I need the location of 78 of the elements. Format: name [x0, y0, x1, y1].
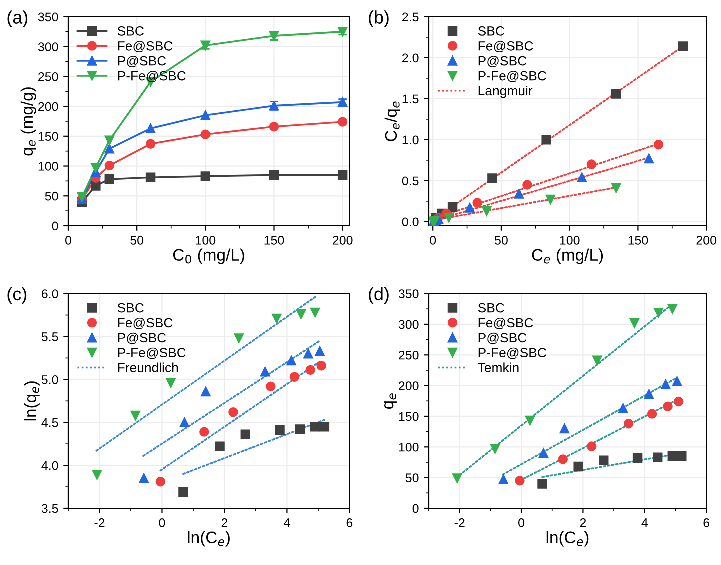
y-tick-label: 150 — [399, 412, 419, 422]
y-tick-label: 4.0 — [42, 461, 58, 470]
x-tick-label: 2 — [222, 518, 228, 528]
chart-title: (d) — [369, 287, 389, 304]
legend-label: Langmuir — [478, 86, 533, 98]
y-tick-label: 0 — [52, 222, 58, 231]
legend-label: Fe@SBC — [478, 41, 534, 53]
y-axis-title: q$_{e}$ — [384, 394, 397, 410]
chart-title: (a) — [8, 10, 28, 28]
x-tick-label: 6 — [704, 518, 710, 528]
y-tick-label: 1.0 — [402, 136, 419, 145]
legend-label: P-Fe@SBC — [478, 348, 546, 360]
chart-title: (b) — [369, 10, 389, 28]
x-axis-title: ln(C$_{e}$) — [546, 531, 589, 547]
y-tick-label: 250 — [399, 350, 419, 360]
x-tick-label: 0 — [518, 518, 525, 528]
y-tick-label: 200 — [399, 382, 419, 390]
y-tick-label: 350 — [38, 12, 58, 22]
y-tick-label: 100 — [38, 162, 58, 171]
legend-label: P@SBC — [478, 56, 527, 68]
y-axis-title: ln(q$_{e}$) — [24, 382, 40, 421]
y-tick-label: 0.5 — [402, 176, 419, 186]
x-tick-label: 0 — [159, 518, 166, 528]
legend-label: Fe@SBC — [118, 318, 173, 330]
x-tick-label: -2 — [454, 518, 465, 528]
y-tick-label: 200 — [38, 102, 58, 112]
x-tick-label: 4 — [284, 518, 290, 528]
y-tick-label: 2.5 — [402, 12, 419, 22]
x-axis-title: ln(C$_{e}$) — [188, 531, 230, 547]
y-tick-label: 0.0 — [402, 218, 419, 227]
y-tick-label: 6.0 — [42, 290, 58, 298]
x-tick-label: 50 — [495, 236, 508, 245]
legend-label: Fe@SBC — [118, 41, 173, 53]
y-tick-label: 100 — [399, 442, 419, 452]
y-tick-label: 300 — [398, 320, 419, 330]
legend-label: SBC — [118, 303, 144, 313]
x-tick-label: 50 — [130, 236, 144, 245]
legend-label: P@SBC — [478, 332, 527, 344]
legend-label: Temkin — [478, 362, 519, 372]
x-tick-label: 100 — [196, 236, 216, 245]
x-tick-label: 6 — [346, 518, 353, 528]
y-tick-label: 350 — [398, 290, 419, 298]
x-tick-label: 200 — [333, 236, 353, 245]
legend-label: P@SBC — [118, 332, 166, 344]
x-axis-title: C$_{e}$ (mg/L) — [532, 248, 604, 264]
x-axis-title: C$_{0}$ (mg/L) — [173, 248, 244, 264]
legend-label: Freundlich — [118, 362, 178, 372]
legend-label: SBC — [118, 26, 144, 36]
y-tick-label: 4.5 — [42, 418, 58, 428]
x-tick-label: 100 — [560, 236, 580, 245]
x-tick-label: 200 — [696, 236, 717, 245]
legend-label: Fe@SBC — [478, 318, 534, 330]
x-tick-label: 0 — [66, 236, 72, 245]
y-tick-label: 0 — [412, 504, 419, 514]
y-tick-label: 1.5 — [402, 94, 419, 104]
y-tick-label: 2.0 — [402, 54, 419, 63]
legend-label: P@SBC — [118, 56, 166, 68]
y-axis-title: q$_{e}$ (mg/g) — [20, 88, 36, 156]
x-tick-label: 4 — [642, 518, 648, 528]
y-tick-label: 50 — [45, 192, 58, 201]
y-tick-label: 50 — [406, 474, 419, 482]
y-tick-label: 250 — [38, 72, 58, 82]
y-tick-label: 5.0 — [42, 375, 58, 384]
y-tick-label: 3.5 — [42, 504, 58, 514]
legend-label: SBC — [478, 303, 504, 313]
x-tick-label: 2 — [580, 518, 586, 528]
y-tick-label: 150 — [38, 132, 58, 142]
legend-label: P-Fe@SBC — [478, 71, 546, 82]
legend-label: P-Fe@SBC — [118, 348, 186, 360]
y-tick-label: 300 — [38, 42, 58, 52]
x-tick-label: 150 — [264, 236, 284, 245]
x-tick-label: -2 — [94, 518, 105, 528]
chart-title: (c) — [8, 287, 27, 304]
legend-label: SBC — [478, 26, 504, 36]
x-tick-label: 0 — [430, 236, 436, 245]
y-axis-title: C$_{e}$/q$_{e}$ — [384, 102, 400, 142]
x-tick-label: 150 — [628, 236, 648, 245]
y-tick-label: 5.5 — [42, 332, 58, 342]
